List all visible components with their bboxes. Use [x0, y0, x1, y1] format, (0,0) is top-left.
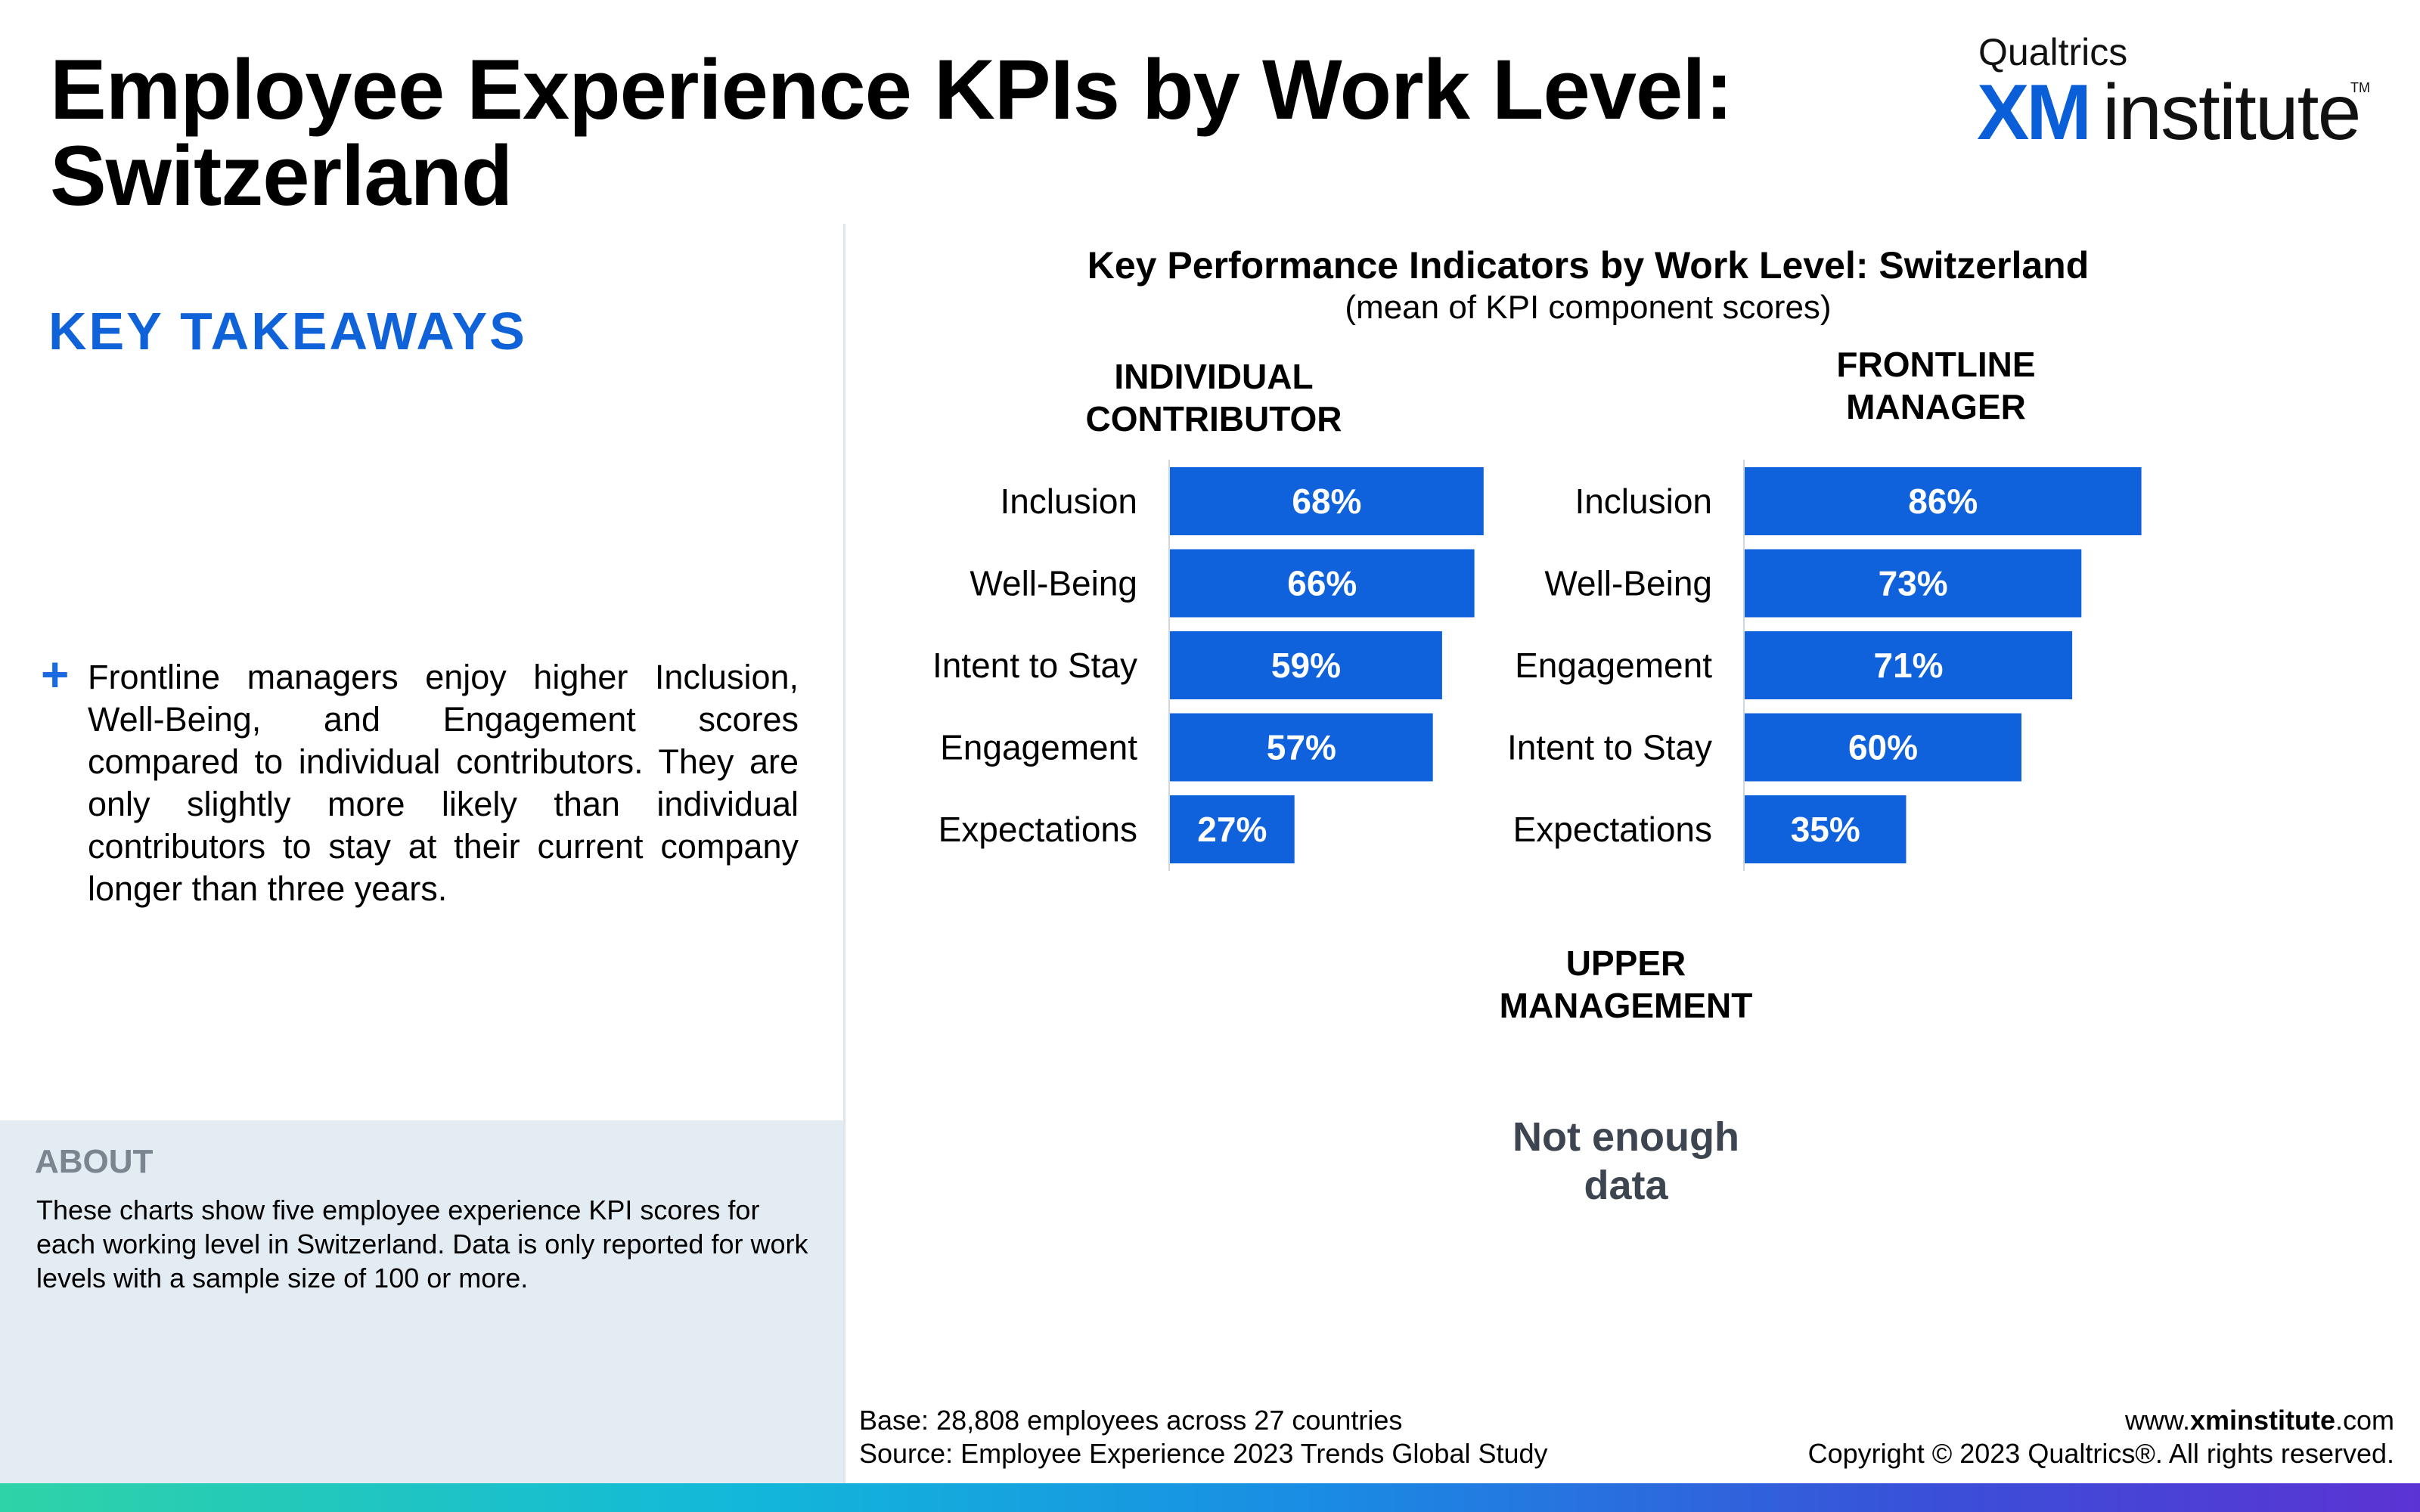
url-prefix: www.	[2124, 1405, 2190, 1436]
about-heading: ABOUT	[35, 1143, 154, 1180]
base-note: Base: 28,808 employees across 27 countri…	[859, 1405, 1403, 1436]
chart-bar	[1170, 713, 1433, 782]
chart-data-label: 73%	[1879, 564, 1948, 603]
chart-bar	[1745, 631, 2073, 699]
panel-title-line-1: UPPER	[1565, 943, 1686, 983]
vertical-divider	[843, 224, 845, 1483]
panel-title-frontline-manager: FRONTLINE MANAGER	[1732, 343, 2140, 428]
chart-category-label: Expectations	[939, 810, 1137, 849]
panel-title-line-2: MANAGER	[1846, 387, 2026, 426]
chart-data-label: 60%	[1848, 728, 1918, 767]
about-text: These charts show five employee experien…	[36, 1194, 808, 1294]
logo-tm: TM	[2350, 80, 2370, 95]
chart-category-label: Engagement	[1515, 646, 1712, 685]
title-line-2: Switzerland	[50, 129, 513, 223]
panel-title-line-1: FRONTLINE	[1836, 345, 2036, 384]
no-data-line-1: Not enough	[1512, 1114, 1739, 1160]
chart-category-label: Intent to Stay	[1507, 728, 1712, 767]
chart-data-label: 59%	[1271, 646, 1341, 685]
source-note: Source: Employee Experience 2023 Trends …	[859, 1438, 1548, 1469]
panel-title-line-2: MANAGEMENT	[1499, 986, 1753, 1025]
chart-category-label: Intent to Stay	[932, 646, 1137, 685]
xm-institute-logo: Qualtrics XM institute TM	[1974, 27, 2370, 154]
chart-data-label: 27%	[1197, 810, 1267, 849]
no-data-line-2: data	[1584, 1163, 1668, 1208]
panel-title-individual-contributor: INDIVIDUAL CONTRIBUTOR	[1006, 355, 1422, 440]
plus-icon: +	[41, 647, 70, 702]
key-takeaways-heading: KEY TAKEAWAYS	[48, 302, 527, 361]
chart-category-label: Engagement	[940, 728, 1137, 767]
chart-bar	[1745, 795, 1907, 863]
logo-xm: XM	[1977, 69, 2092, 156]
chart-data-label: 35%	[1791, 810, 1860, 849]
about-panel	[0, 1120, 843, 1483]
chart-data-label: 86%	[1908, 482, 1978, 521]
title-line-1: Employee Experience KPIs by Work Level:	[50, 42, 1733, 137]
chart-data-label: 66%	[1287, 564, 1357, 603]
chart-bar	[1745, 467, 2142, 535]
chart-category-label: Inclusion	[1575, 482, 1712, 521]
no-data-message: Not enough data	[1414, 1113, 1838, 1210]
chart-category-label: Well-Being	[970, 564, 1137, 603]
chart-bar	[1170, 631, 1442, 699]
url-suffix: .com	[2335, 1405, 2394, 1436]
logo-brand: Qualtrics	[1978, 31, 2128, 73]
chart-title: Key Performance Indicators by Work Level…	[1087, 244, 2090, 287]
website-link[interactable]: www.xminstitute.com	[2125, 1405, 2394, 1436]
url-bold: xminstitute	[2189, 1405, 2335, 1436]
gradient-footer-bar	[0, 1483, 2420, 1512]
chart-data-label: 57%	[1267, 728, 1336, 767]
logo-institute: institute	[2102, 69, 2361, 156]
copyright-note: Copyright © 2023 Qualtrics®. All rights …	[1807, 1438, 2394, 1469]
panel-title-upper-management: UPPER MANAGEMENT	[1414, 942, 1838, 1027]
chart-bar	[1745, 713, 2021, 782]
chart-category-label: Inclusion	[1000, 482, 1137, 521]
chart-bar	[1170, 549, 1475, 618]
chart-data-label: 68%	[1292, 482, 1361, 521]
chart-category-label: Well-Being	[1544, 564, 1712, 603]
chart-bar	[1170, 467, 1484, 535]
takeaway-text: Frontline managers enjoy higher Inclusio…	[88, 658, 799, 908]
panel-title-line-2: CONTRIBUTOR	[1085, 399, 1342, 438]
chart-category-label: Expectations	[1513, 810, 1712, 849]
page-title: Employee Experience KPIs by Work Level: …	[50, 47, 1789, 219]
chart-bar	[1170, 795, 1295, 863]
chart-subtitle: (mean of KPI component scores)	[1345, 289, 1832, 326]
chart-data-label: 71%	[1874, 646, 1944, 685]
chart-bar	[1745, 549, 2082, 618]
panel-title-line-1: INDIVIDUAL	[1114, 357, 1314, 396]
